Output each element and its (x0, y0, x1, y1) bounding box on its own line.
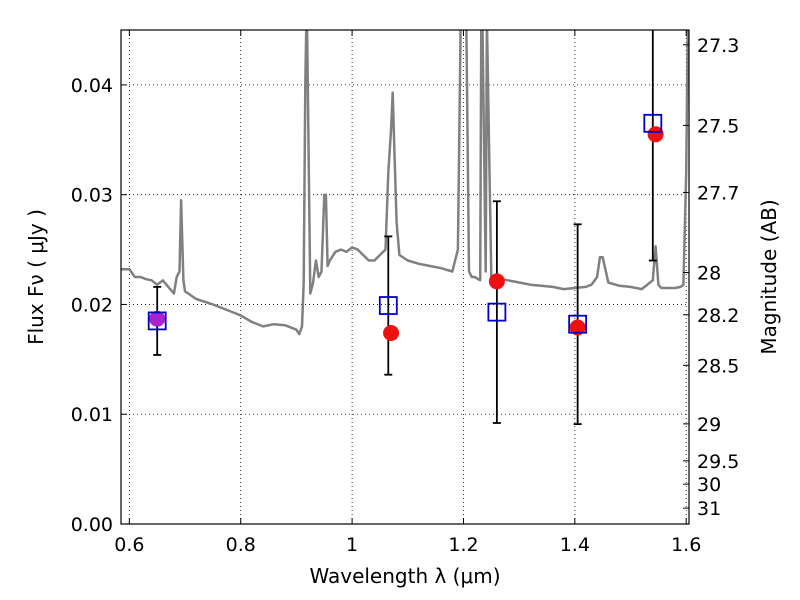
x-tick-label: 1 (346, 534, 358, 556)
y-tick-label: 0.02 (71, 294, 113, 316)
mag-tick-label: 28 (697, 262, 721, 284)
mag-tick-label: 28.5 (697, 355, 739, 377)
mag-tick-label: 28.2 (697, 305, 739, 327)
y2-axis-label: Magnitude (AB) (757, 199, 781, 354)
mag-tick-label: 29.5 (697, 451, 739, 473)
mag-tick-label: 30 (697, 474, 721, 496)
data-layer (121, 30, 689, 426)
model-flux-point (647, 126, 664, 143)
x-tick-label: 1.2 (448, 534, 478, 556)
y-tick-label: 0.01 (71, 404, 113, 426)
model-spectrum-line (121, 30, 689, 336)
grid (121, 30, 689, 524)
y-tick-label: 0.04 (71, 75, 113, 97)
observed-flux-point (487, 302, 507, 322)
mag-tick-label: 27.3 (697, 35, 739, 57)
mag-tick-label: 29 (697, 414, 721, 436)
x-tick-label: 0.8 (226, 534, 256, 556)
ticks: 0.6 0.8 1 1.2 1.4 1.6 0.00 0.01 0.02 0.03 0.04 27.3… (71, 30, 739, 556)
mag-tick-label: 31 (697, 498, 721, 520)
plot-background (121, 30, 689, 524)
y-tick-label: 0.03 (71, 185, 113, 207)
y-axis-label: Flux Fν ( μJy ) (24, 209, 48, 345)
x-axis-label: Wavelength λ (μm) (309, 564, 500, 588)
observed-flux-point (378, 296, 398, 315)
observed-flux-point (643, 113, 663, 133)
model-flux-point (383, 324, 400, 341)
model-flux-point (569, 319, 586, 336)
plot-frame (120, 29, 690, 525)
x-tick-label: 1.4 (560, 534, 590, 556)
observed-flux-point (568, 314, 588, 334)
mag-tick-label: 27.5 (697, 115, 739, 137)
y-tick-label: 0.00 (71, 514, 113, 536)
model-flux-point (488, 273, 505, 290)
model-flux-point (149, 310, 166, 327)
mag-tick-label: 27.7 (697, 182, 739, 204)
x-tick-label: 1.6 (671, 534, 701, 556)
observed-flux-point (147, 311, 167, 331)
x-tick-label: 0.6 (114, 534, 144, 556)
